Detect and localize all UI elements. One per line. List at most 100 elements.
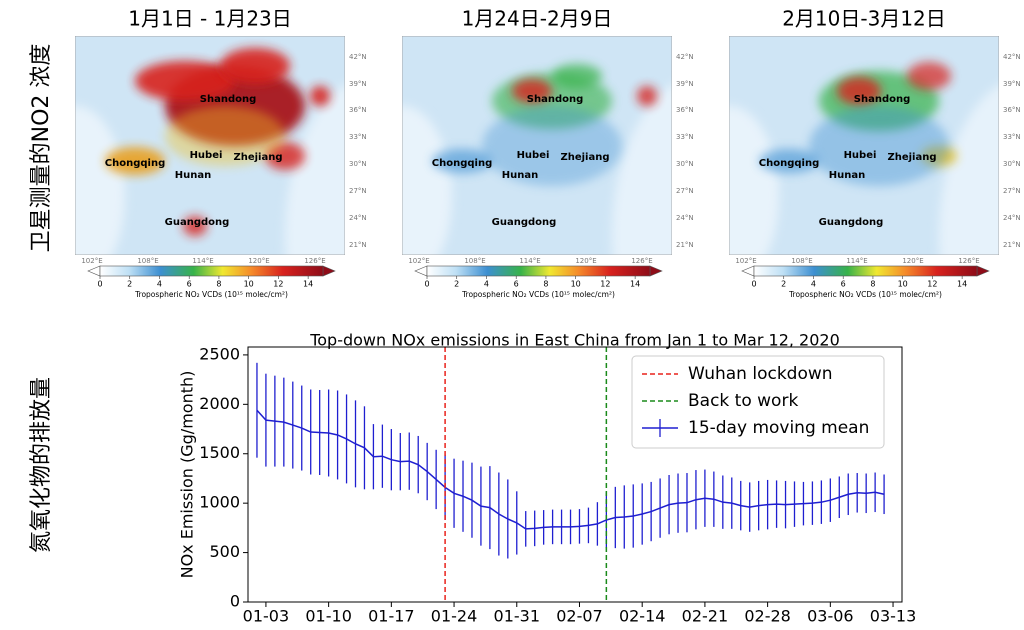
colorbar (753, 265, 978, 277)
lat-tick-label: 24°N (1003, 214, 1021, 222)
lat-tick-label: 33°N (1003, 133, 1021, 141)
lon-tick-label: 126°E (631, 257, 652, 265)
x-tick-label: 01-31 (494, 607, 541, 626)
lat-tick-label: 39°N (676, 80, 694, 88)
colorbar (426, 265, 651, 277)
colorbar-extend (87, 265, 101, 277)
plateau (75, 106, 125, 255)
lon-tick-label: 126°E (304, 257, 325, 265)
x-tick-label: 03-06 (807, 607, 854, 626)
no2-blob (432, 149, 492, 173)
no2-blob (552, 64, 602, 88)
colorbar-tick-label: 4 (811, 280, 816, 289)
colorbar-label: Tropospheric NO₂ VCDs (10¹⁵ molec/cm²) (134, 290, 288, 299)
colorbar-extend (741, 265, 755, 277)
no2-blob (637, 86, 657, 106)
province-label: Shandong (527, 94, 584, 105)
lon-tick-label: 114°E (519, 257, 540, 265)
x-tick-label: 03-13 (870, 607, 917, 626)
sea (612, 85, 672, 255)
legend-box (631, 355, 885, 449)
lat-tick-label: 42°N (1003, 53, 1021, 61)
legend-label: Back to work (688, 391, 798, 411)
no2-blob (165, 106, 285, 166)
lat-tick-label: 30°N (1003, 160, 1021, 168)
colorbar-extend (322, 265, 336, 277)
lat-tick-label: 21°N (349, 241, 367, 249)
x-tick-label: 01-10 (305, 607, 352, 626)
province-label: Hubei (844, 150, 877, 161)
colorbar (99, 265, 324, 277)
colorbar-tick-label: 14 (303, 280, 313, 289)
lon-tick-label: 120°E (902, 257, 923, 265)
colorbar-tick-label: 2 (781, 280, 786, 289)
no2-blob (105, 147, 165, 175)
lon-tick-label: 126°E (958, 257, 979, 265)
lat-tick-label: 36°N (1003, 106, 1021, 114)
province-label: Zhejiang (887, 152, 936, 163)
colorbar-tick-label: 10 (244, 280, 254, 289)
colorbar-tick-label: 10 (898, 280, 908, 289)
no2-blob (907, 62, 951, 90)
colorbar-tick-label: 4 (484, 280, 489, 289)
map-title: 1月1日 - 1月23日 (128, 7, 292, 31)
province-label: Zhejiang (233, 152, 282, 163)
map-panel: 2月10日-3月12日 Shandong Hubei Zhejiang Chongqin… (729, 7, 1021, 299)
province-label: Chongqing (105, 158, 165, 169)
x-tick-label: 01-17 (368, 607, 415, 626)
colorbar-tick-label: 0 (97, 280, 102, 289)
chart-title: Top-down NOx emissions in East China fro… (309, 331, 840, 350)
legend-label: Wuhan lockdown (688, 364, 833, 384)
colorbar-tick-label: 4 (157, 280, 162, 289)
colorbar-extend (976, 265, 990, 277)
y-tick-label: 500 (209, 542, 240, 561)
lat-tick-label: 42°N (676, 53, 694, 61)
legend-label: 15-day moving mean (688, 418, 869, 438)
lat-tick-label: 36°N (349, 106, 367, 114)
colorbar-tick-label: 2 (454, 280, 459, 289)
plot-frame (247, 346, 903, 603)
map (729, 36, 999, 255)
colorbar-tick-label: 10 (571, 280, 581, 289)
lat-tick-label: 27°N (1003, 187, 1021, 195)
colorbar-tick-label: 2 (127, 280, 132, 289)
no2-blob (512, 79, 552, 103)
lon-tick-label: 114°E (192, 257, 213, 265)
y-tick-label: 0 (230, 592, 240, 611)
lon-tick-label: 114°E (846, 257, 867, 265)
province-label: Guangdong (819, 217, 884, 228)
colorbar-tick-label: 6 (514, 280, 519, 289)
colorbar-tick-label: 14 (630, 280, 640, 289)
x-tick-label: 02-07 (556, 607, 603, 626)
y-axis-label: NOx Emission (Gg/month) (178, 371, 197, 579)
lon-tick-label: 120°E (248, 257, 269, 265)
lon-tick-label: 102°E (408, 257, 429, 265)
x-tick-label: 01-03 (243, 607, 290, 626)
no2-blob (183, 216, 207, 236)
colorbar-tick-label: 6 (187, 280, 192, 289)
lat-tick-label: 39°N (1003, 80, 1021, 88)
map (402, 36, 672, 255)
lat-tick-label: 24°N (349, 214, 367, 222)
province-label: Guangdong (492, 217, 557, 228)
sea (939, 85, 999, 255)
no2-blob (809, 106, 949, 186)
y-tick-label: 1000 (199, 493, 240, 512)
colorbar-tick-label: 6 (841, 280, 846, 289)
no2-blob (482, 106, 622, 186)
lon-tick-label: 108°E (464, 257, 485, 265)
y-tick-label: 2500 (199, 344, 240, 363)
x-tick-label: 01-24 (431, 607, 478, 626)
x-tick-label: 02-21 (682, 607, 729, 626)
colorbar-tick-label: 8 (216, 280, 221, 289)
lon-tick-label: 108°E (137, 257, 158, 265)
x-tick-label: 02-28 (744, 607, 791, 626)
colorbar-extend (649, 265, 663, 277)
lat-tick-label: 42°N (349, 53, 367, 61)
lat-tick-label: 30°N (676, 160, 694, 168)
plateau (402, 106, 452, 255)
lon-tick-label: 108°E (791, 257, 812, 265)
colorbar-label: Tropospheric NO₂ VCDs (10¹⁵ molec/cm²) (461, 290, 615, 299)
no2-blob (310, 86, 330, 106)
